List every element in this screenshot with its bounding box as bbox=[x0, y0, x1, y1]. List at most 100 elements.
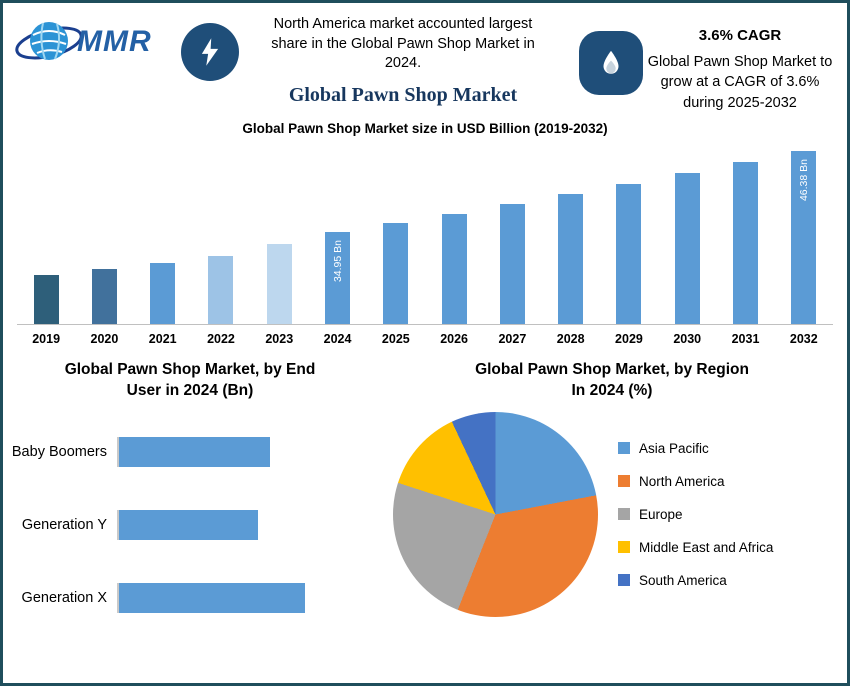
bar-area bbox=[75, 146, 134, 325]
x-axis-label-2029: 2029 bbox=[615, 331, 643, 346]
legend-item: Asia Pacific bbox=[618, 441, 773, 456]
x-axis-label-2031: 2031 bbox=[731, 331, 760, 346]
end-user-chart-title: Global Pawn Shop Market, by End User in … bbox=[11, 360, 369, 402]
bar-column-2019: 2019 bbox=[17, 146, 76, 346]
legend-label: South America bbox=[639, 572, 727, 588]
bottom-section: Global Pawn Shop Market, by End User in … bbox=[3, 360, 847, 635]
bar-column-2021: 2021 bbox=[133, 146, 192, 346]
cagr-block: 3.6% CAGR Global Pawn Shop Market to gro… bbox=[643, 27, 837, 113]
bar-column-2029: 2029 bbox=[599, 146, 659, 346]
bar-2026 bbox=[441, 213, 467, 324]
bar-2019 bbox=[33, 274, 59, 324]
x-axis-label-2032: 2032 bbox=[789, 331, 818, 346]
bar-2023 bbox=[266, 243, 292, 324]
x-axis-label-2024: 2024 bbox=[323, 331, 352, 346]
region-legend: Asia Pacific North America Europe Middle Ea… bbox=[618, 423, 773, 606]
bar-area bbox=[250, 146, 309, 325]
end-user-bar-cell bbox=[117, 510, 369, 541]
bar-column-2023: 2023 bbox=[250, 146, 309, 346]
end-user-category-label: Generation X bbox=[21, 589, 107, 606]
bar-area bbox=[191, 146, 251, 325]
bar-column-2025: 2025 bbox=[366, 146, 425, 346]
end-user-bar bbox=[119, 510, 258, 541]
x-axis-label-2026: 2026 bbox=[440, 331, 469, 346]
bar-column-2030: 2030 bbox=[658, 146, 717, 346]
bar-column-2026: 2026 bbox=[424, 146, 484, 346]
bar-2024: 34.95 Bn bbox=[325, 231, 351, 324]
market-size-chart-title: Global Pawn Shop Market size in USD Bill… bbox=[242, 120, 608, 136]
bar-2022 bbox=[208, 255, 234, 324]
region-chart-title: Global Pawn Shop Market, by Region In 20… bbox=[385, 360, 839, 402]
bar-2021 bbox=[150, 262, 176, 324]
bar-column-2024: 34.95 Bn 2024 bbox=[308, 146, 367, 346]
pie-area: Asia Pacific North America Europe Middle Ea… bbox=[385, 411, 839, 617]
legend-label: Middle East and Africa bbox=[639, 539, 774, 555]
bar-column-2028: 2028 bbox=[541, 146, 600, 346]
end-user-category-label: Baby Boomers bbox=[11, 443, 107, 460]
bar-2032: 46.38 Bn bbox=[791, 150, 817, 324]
bar-area bbox=[483, 146, 542, 325]
logo-text: MMR bbox=[77, 25, 152, 58]
legend-marker bbox=[618, 541, 630, 554]
legend-marker bbox=[618, 475, 630, 488]
end-user-bar-cell bbox=[117, 437, 369, 468]
lightning-badge bbox=[181, 23, 239, 81]
header-center: North America market accounted largest s… bbox=[253, 11, 553, 107]
legend-item: North America bbox=[618, 474, 773, 489]
bar-column-2031: 2031 bbox=[716, 146, 775, 346]
bar-column-2027: 2027 bbox=[483, 146, 542, 346]
x-axis-label-2028: 2028 bbox=[556, 331, 585, 346]
bar-2031 bbox=[733, 161, 759, 324]
bar-area: 34.95 Bn bbox=[308, 146, 367, 325]
flame-badge bbox=[579, 31, 643, 95]
highlight-note: North America market accounted largest s… bbox=[271, 16, 535, 72]
bar-area bbox=[541, 146, 600, 325]
legend-label: North America bbox=[639, 473, 725, 489]
bar-column-2022: 2022 bbox=[191, 146, 251, 346]
bar-2030 bbox=[674, 172, 700, 324]
bar-area: 46.38 Bn bbox=[774, 146, 833, 325]
legend-label: Europe bbox=[639, 506, 683, 522]
bar-area bbox=[658, 146, 717, 325]
end-user-row: Baby Boomers bbox=[11, 416, 369, 489]
region-chart: Global Pawn Shop Market, by Region In 20… bbox=[369, 360, 839, 635]
end-user-category-label: Generation Y bbox=[21, 516, 107, 533]
bar-area bbox=[599, 146, 659, 325]
legend-item: South America bbox=[618, 573, 773, 588]
header: MMR North America market accounted large… bbox=[3, 3, 847, 113]
legend-item: Europe bbox=[618, 507, 773, 522]
x-axis-label-2027: 2027 bbox=[498, 331, 527, 346]
x-axis-label-2019: 2019 bbox=[32, 331, 61, 346]
bar-2020 bbox=[91, 268, 117, 324]
x-axis-label-2030: 2030 bbox=[673, 331, 702, 346]
legend-label: Asia Pacific bbox=[639, 440, 709, 456]
region-title-line1: Global Pawn Shop Market, by Region bbox=[475, 360, 749, 378]
end-user-chart: Global Pawn Shop Market, by End User in … bbox=[11, 360, 369, 635]
bar-column-2020: 2020 bbox=[75, 146, 134, 346]
cagr-description: Global Pawn Shop Market to grow at a CAG… bbox=[647, 54, 833, 111]
bar-value-label: 34.95 Bn bbox=[331, 239, 344, 282]
legend-marker bbox=[618, 442, 630, 455]
end-user-title-line1: Global Pawn Shop Market, by End bbox=[64, 360, 316, 378]
end-user-rows: Baby Boomers Generation Y Generation X bbox=[11, 416, 369, 635]
bar-column-2032: 46.38 Bn 2032 bbox=[774, 146, 833, 346]
bar-2027 bbox=[499, 203, 525, 324]
market-size-chart: Global Pawn Shop Market size in USD Bill… bbox=[3, 113, 847, 346]
bar-2028 bbox=[558, 193, 584, 324]
flame-icon bbox=[603, 50, 619, 74]
bar-area bbox=[716, 146, 775, 325]
legend-marker bbox=[618, 508, 630, 521]
end-user-bar bbox=[119, 583, 305, 614]
x-axis-label-2025: 2025 bbox=[381, 331, 410, 346]
bar-2025 bbox=[383, 222, 409, 324]
region-pie bbox=[393, 411, 598, 617]
end-user-bar bbox=[119, 437, 270, 468]
x-axis-label-2023: 2023 bbox=[265, 331, 294, 346]
market-size-bars: 2019 2020 2021 2022 2023 34.95 Bn 2024 2025 2026… bbox=[17, 146, 833, 346]
end-user-bar-cell bbox=[117, 583, 369, 614]
end-user-title-line2: User in 2024 (Bn) bbox=[126, 381, 254, 399]
cagr-headline: 3.6% CAGR bbox=[698, 27, 782, 44]
region-title-line2: In 2024 (%) bbox=[571, 381, 653, 399]
page-title: Global Pawn Shop Market bbox=[288, 83, 518, 106]
